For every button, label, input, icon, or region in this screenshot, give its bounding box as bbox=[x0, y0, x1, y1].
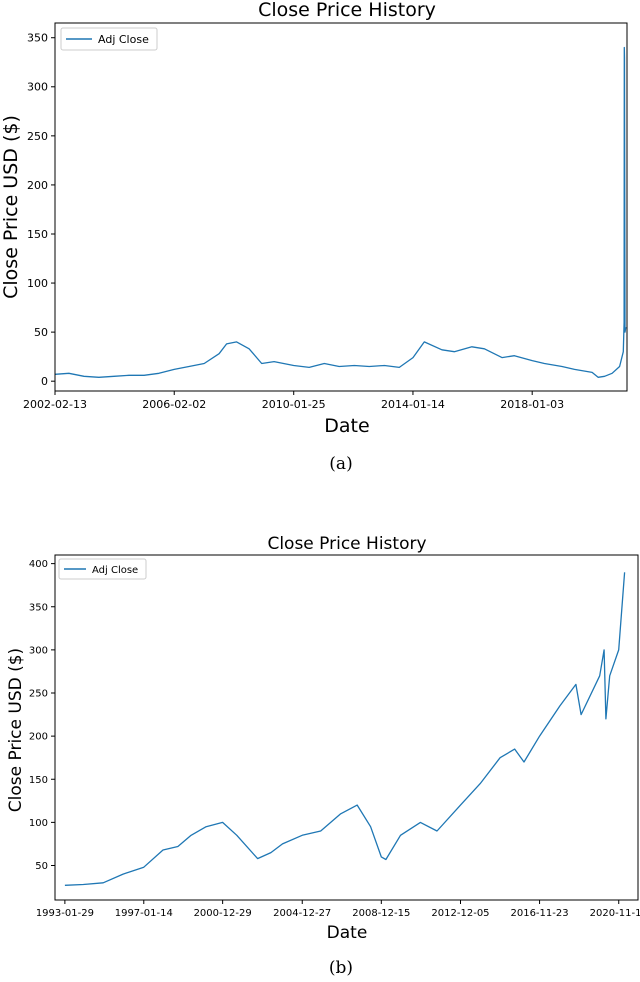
chart-b-xtick-label: 2008-12-15 bbox=[352, 908, 410, 919]
chart-a-plot-area bbox=[54, 22, 628, 392]
chart-b-xtick-label: 2020-11-13 bbox=[590, 908, 640, 919]
chart-b-ytick-label: 50 bbox=[35, 861, 48, 872]
chart-a-yticks: 0 50 100 150 200 250 300 350 bbox=[27, 32, 55, 388]
chart-a-xtick-label: 2018-01-03 bbox=[500, 398, 564, 411]
chart-b-ytick-label: 300 bbox=[29, 645, 48, 656]
chart-a-ytick-label: 0 bbox=[41, 375, 48, 388]
chart-a-xlabel: Date bbox=[324, 415, 369, 437]
chart-b-ylabel: Close Price USD ($) bbox=[6, 648, 26, 812]
chart-a-xtick-label: 2010-01-25 bbox=[262, 398, 326, 411]
chart-b-xtick-label: 2012-12-05 bbox=[431, 908, 489, 919]
chart-a-ytick-label: 50 bbox=[34, 326, 48, 339]
chart-b-yticks: 50 100 150 200 250 300 350 400 bbox=[29, 559, 55, 872]
chart-a-legend: Adj Close bbox=[60, 27, 158, 51]
chart-a-frame bbox=[54, 22, 628, 392]
chart-a-xtick-label: 2006-02-02 bbox=[142, 398, 206, 411]
chart-a-title: Close Price History bbox=[258, 0, 436, 21]
chart-b-xtick-label: 2004-12-27 bbox=[273, 908, 331, 919]
chart-b-legend-label: Adj Close bbox=[92, 565, 138, 576]
chart-b: Close Price History 50 100 150 200 250 300 350… bbox=[6, 534, 640, 978]
chart-b-legend: Adj Close bbox=[58, 558, 147, 580]
chart-b-xtick-label: 1997-01-14 bbox=[115, 908, 173, 919]
chart-b-ytick-label: 350 bbox=[29, 602, 48, 613]
chart-b-xlabel: Date bbox=[327, 923, 368, 943]
chart-b-frame bbox=[54, 554, 639, 901]
chart-a-ytick-label: 300 bbox=[27, 81, 48, 94]
chart-a-series-adj-close bbox=[54, 46, 627, 378]
chart-b-ytick-label: 250 bbox=[29, 689, 48, 700]
chart-a-ylabel: Close Price USD ($) bbox=[0, 115, 22, 299]
chart-b-xtick-label: 1993-01-29 bbox=[36, 908, 94, 919]
chart-b-plot-area bbox=[54, 554, 639, 901]
chart-a-ytick-label: 100 bbox=[27, 277, 48, 290]
chart-b-series-adj-close bbox=[64, 572, 626, 886]
chart-b-ytick-label: 100 bbox=[29, 818, 48, 829]
chart-a-xticks: 2002-02-13 2006-02-02 2010-01-25 2014-01-14… bbox=[23, 391, 564, 411]
chart-b-ytick-label: 400 bbox=[29, 559, 48, 570]
chart-b-xtick-label: 2016-11-23 bbox=[510, 908, 568, 919]
chart-a-ytick-label: 200 bbox=[27, 179, 48, 192]
chart-b-legend-box bbox=[58, 558, 147, 580]
chart-a-ytick-label: 250 bbox=[27, 130, 48, 143]
chart-a-ytick-label: 150 bbox=[27, 228, 48, 241]
chart-a-ytick-label: 350 bbox=[27, 32, 48, 45]
chart-a: Close Price History 0 50 100 150 200 250 300 35… bbox=[0, 0, 628, 474]
chart-a-xtick-label: 2002-02-13 bbox=[23, 398, 87, 411]
chart-a-caption: (a) bbox=[329, 454, 352, 474]
chart-b-ytick-label: 150 bbox=[29, 775, 48, 786]
chart-b-caption: (b) bbox=[329, 958, 353, 978]
chart-b-xticks: 1993-01-29 1997-01-14 2000-12-29 2004-12-27… bbox=[36, 900, 640, 919]
chart-a-legend-label: Adj Close bbox=[98, 33, 149, 46]
chart-a-xtick-label: 2014-01-14 bbox=[381, 398, 445, 411]
chart-b-title: Close Price History bbox=[267, 534, 426, 554]
chart-b-ytick-label: 200 bbox=[29, 732, 48, 743]
chart-b-xtick-label: 2000-12-29 bbox=[194, 908, 252, 919]
chart-a-legend-box bbox=[60, 27, 158, 51]
